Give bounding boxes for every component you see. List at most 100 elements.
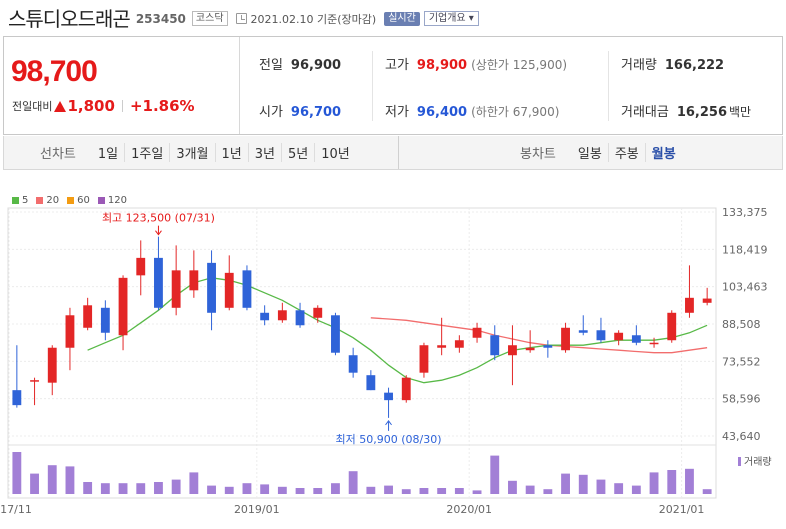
x-tick-label: 2017/11: [0, 503, 32, 516]
date-text: 2021.02.10 기준(장마감): [250, 13, 377, 26]
ma-legend: 5 20 60 120: [12, 195, 135, 206]
stock-code: 253450: [135, 12, 186, 26]
period-1y[interactable]: 1년: [214, 143, 248, 162]
candle-daily[interactable]: 일봉: [577, 147, 602, 162]
volume-bar: [207, 485, 216, 494]
stat-unit: 백만: [729, 105, 752, 119]
candle-body: [260, 312, 270, 321]
candle-body: [614, 332, 624, 341]
y-tick-label: 43,640: [722, 430, 761, 443]
candle-body: [508, 345, 517, 356]
volume-bar: [30, 473, 39, 494]
stat-value: 98,900: [416, 58, 468, 73]
realtime-button[interactable]: 실시간: [384, 11, 420, 26]
volume-bar: [47, 465, 57, 494]
candle-chart-periods: 봉차트 일봉 주봉 월봉: [400, 136, 782, 169]
candle-body: [189, 270, 199, 291]
volume-bar: [685, 468, 694, 494]
stat-value: 96,700: [290, 105, 342, 120]
stat-value: 96,400: [416, 105, 468, 120]
stat-high: 고가 98,900 (상한가 125,900): [385, 54, 567, 73]
change-rate: +1.86%: [129, 97, 195, 115]
stat-value: 166,222: [664, 58, 725, 73]
up-arrow-icon: [54, 100, 67, 112]
candle-body: [242, 270, 252, 308]
divider: [372, 51, 373, 121]
volume-bar: [702, 489, 712, 494]
candle-body: [578, 330, 588, 333]
volume-bar: [525, 485, 535, 494]
candle-body: [437, 345, 447, 348]
stat-label: 전일: [259, 58, 283, 73]
stat-volume: 거래량 166,222: [621, 54, 724, 73]
volume-bar: [384, 485, 393, 494]
current-price: 98,700: [11, 55, 98, 88]
y-tick-label: 133,375: [722, 206, 768, 219]
y-tick-label: 88,508: [722, 318, 761, 331]
x-tick-label: 2021/01: [659, 503, 705, 516]
volume-bar: [419, 488, 429, 494]
price-summary: 98,700 전일대비 1,800 +1.86% 전일 96,900 시가 96…: [3, 36, 783, 135]
candlestick-chart[interactable]: 133,375 118,419 103,463 88,508 73,552 58,596 4…: [0, 200, 786, 529]
current-price-panel: 98,700 전일대비 1,800 +1.86%: [4, 37, 240, 134]
volume-bar: [277, 486, 287, 494]
lower-limit: (하한가 67,900): [471, 105, 560, 119]
stat-value: 96,900: [290, 58, 342, 73]
stat-label: 거래량: [621, 58, 657, 73]
candle-body: [366, 375, 376, 391]
period-3m[interactable]: 3개월: [169, 143, 214, 162]
legend-swatch: [12, 197, 19, 204]
volume-bar: [561, 473, 570, 494]
market-badge: 코스닥: [191, 11, 228, 26]
stock-name: 스튜디오드래곤: [8, 6, 131, 31]
legend-ma60: 60: [67, 195, 90, 206]
volume-bar: [154, 482, 163, 494]
candle-body: [348, 355, 358, 373]
chart-frame: [7, 207, 717, 499]
stat-label: 고가: [385, 58, 409, 73]
volume-bar: [12, 452, 22, 494]
volume-bar: [313, 488, 323, 494]
volume-bar: [224, 486, 234, 494]
candle-body: [525, 347, 535, 351]
period-10y[interactable]: 10년: [314, 143, 356, 162]
candle-weekly[interactable]: 주봉: [607, 143, 645, 162]
company-overview-dropdown[interactable]: 기업개요 ▾: [423, 11, 479, 26]
volume-bar: [100, 483, 110, 494]
period-5y[interactable]: 5년: [281, 143, 314, 162]
stat-label: 저가: [385, 105, 409, 120]
period-bar: 선차트 1일 1주일 3개월 1년 3년 5년 10년 봉차트 일봉 주봉 월봉: [3, 136, 783, 170]
candle-body: [100, 307, 110, 333]
candle-body: [454, 340, 464, 348]
volume-bar: [65, 466, 75, 494]
candle-body: [384, 392, 393, 401]
y-tick-label: 103,463: [722, 281, 768, 294]
candle-body: [83, 305, 93, 328]
period-1d[interactable]: 1일: [97, 147, 119, 162]
period-1w[interactable]: 1주일: [124, 143, 169, 162]
volume-legend-swatch: [738, 457, 741, 466]
candle-body: [490, 335, 500, 356]
volume-bar: [508, 480, 517, 494]
stat-label: 시가: [259, 105, 283, 120]
volume-bar: [472, 490, 482, 494]
legend-swatch: [97, 197, 105, 204]
legend-label: 5: [22, 195, 29, 206]
volume-bar: [649, 472, 659, 494]
candle-body: [401, 377, 411, 401]
y-tick-label: 118,419: [722, 243, 768, 256]
candle-body: [47, 347, 57, 383]
stat-amount: 거래대금 16,256 백만: [621, 101, 751, 120]
candle-body: [543, 345, 553, 348]
candle-body: [65, 315, 75, 348]
change-divider: [121, 100, 123, 112]
candle-monthly[interactable]: 월봉: [644, 143, 682, 162]
low-annotation: 최저 50,900 (08/30): [336, 433, 442, 446]
stat-prev-close: 전일 96,900: [259, 54, 341, 73]
candle-body: [118, 277, 128, 336]
x-tick-label: 2019/01: [234, 503, 280, 516]
period-3y[interactable]: 3년: [247, 143, 281, 162]
legend-swatch: [67, 197, 75, 204]
calendar-icon: [235, 13, 247, 24]
volume-bar: [667, 470, 677, 494]
